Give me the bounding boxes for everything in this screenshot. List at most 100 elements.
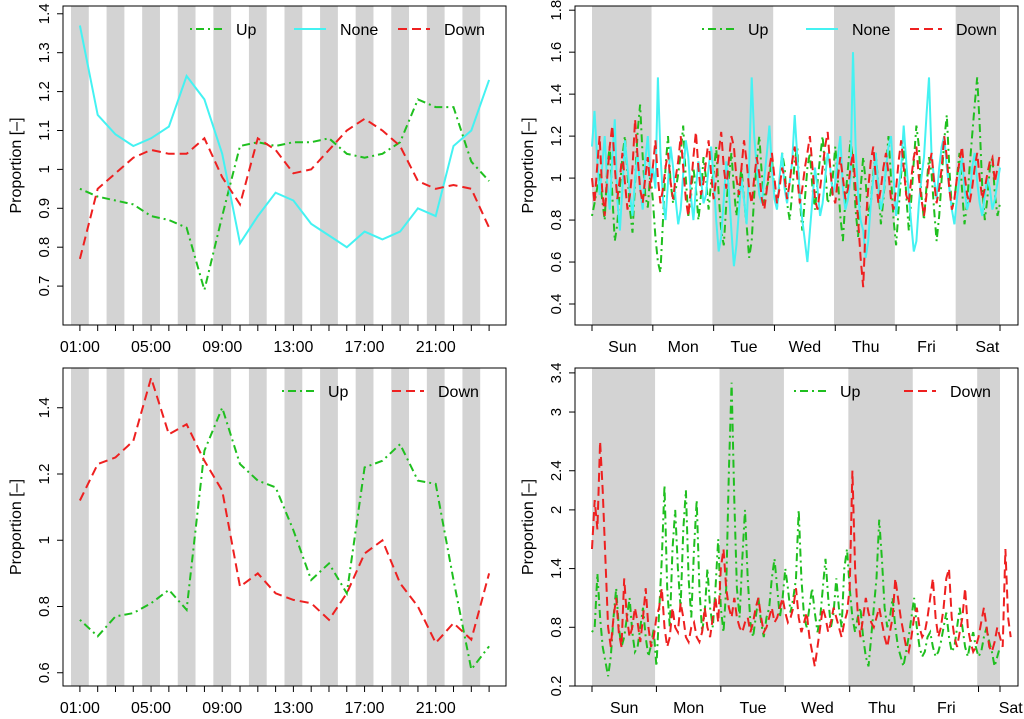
hour-shade bbox=[71, 368, 89, 686]
y-tick-label: 1.4 bbox=[36, 3, 53, 24]
x-tick-label: 17:00 bbox=[345, 339, 385, 356]
y-tick-label: 1.4 bbox=[36, 397, 53, 418]
y-tick-label: 0.8 bbox=[36, 237, 53, 258]
chart-weekly-3: 0.4 0.6 0.8 1 1.2 1.4 1.6 1.8 Proportion [–] Sun M… bbox=[520, 0, 1019, 356]
plot-frame bbox=[574, 5, 1019, 326]
y-tick-label: 0.2 bbox=[548, 676, 565, 697]
x-tick-label: Wed bbox=[789, 339, 822, 356]
y-tick-label: 1.2 bbox=[36, 464, 53, 485]
hour-shade bbox=[426, 368, 445, 686]
y-tick-label: 1.4 bbox=[548, 558, 565, 579]
y-tick-label: 1.2 bbox=[548, 126, 565, 147]
hour-shade bbox=[462, 368, 481, 686]
legend-label-up: Up bbox=[236, 22, 257, 39]
y-tick-label: 0.7 bbox=[36, 276, 53, 297]
x-tick-label: Sun bbox=[608, 339, 636, 356]
x-tick-label: 05:00 bbox=[131, 700, 171, 717]
day-shade bbox=[977, 368, 1000, 686]
x-tick-label: Sat bbox=[975, 339, 1000, 356]
x-tick-label: 01:00 bbox=[60, 339, 100, 356]
x-tick-label: Fri bbox=[917, 339, 936, 356]
y-tick-label: 1.6 bbox=[548, 42, 565, 63]
x-tick-label: Mon bbox=[668, 339, 699, 356]
y-tick-label: 2 bbox=[548, 506, 565, 514]
legend-label-down: Down bbox=[438, 384, 479, 401]
legend-label-none: None bbox=[852, 22, 890, 39]
y-tick-label: 1 bbox=[548, 174, 565, 182]
hour-shade bbox=[213, 368, 232, 686]
y-axis-label: Proportion [–] bbox=[520, 479, 537, 575]
hour-shade bbox=[355, 368, 374, 686]
y-tick-label: 3 bbox=[548, 408, 565, 416]
chart-hourly-3: 0.7 0.8 0.9 1 1.1 1.2 1.3 1.4 Proportion [–] 01:0… bbox=[8, 3, 507, 356]
y-axis-label: Proportion [–] bbox=[520, 117, 537, 213]
x-tick-label: Wed bbox=[801, 700, 834, 717]
legend-label-down: Down bbox=[950, 384, 991, 401]
hour-shade bbox=[142, 368, 160, 686]
chart-hourly-2: 0.6 0.8 1 1.2 1.4 Proportion [–] 01:00 05:00 09:… bbox=[8, 367, 507, 717]
y-axis-label: Proportion [–] bbox=[8, 117, 25, 213]
day-shade bbox=[592, 368, 656, 686]
x-tick-label: 13:00 bbox=[273, 700, 313, 717]
plot-frame bbox=[62, 367, 507, 687]
hour-shade bbox=[177, 6, 196, 325]
hour-shade bbox=[284, 368, 303, 686]
day-shade bbox=[712, 6, 774, 325]
hour-shade bbox=[284, 6, 303, 325]
y-tick-label: 1 bbox=[36, 165, 53, 173]
legend-label-up: Up bbox=[748, 22, 769, 39]
y-tick-label: 0.8 bbox=[548, 617, 565, 638]
y-tick-label: 2.4 bbox=[548, 460, 565, 481]
series-line-up bbox=[79, 404, 490, 672]
x-tick-label: 05:00 bbox=[131, 339, 171, 356]
x-tick-label: Sun bbox=[610, 700, 638, 717]
y-tick-label: 0.8 bbox=[36, 596, 53, 617]
y-tick-label: 1.1 bbox=[36, 120, 53, 141]
hour-shade bbox=[320, 368, 338, 686]
hour-shade bbox=[177, 368, 196, 686]
x-tick-label: Tue bbox=[731, 339, 758, 356]
series-line-down bbox=[591, 441, 1012, 667]
hour-shade bbox=[391, 6, 410, 325]
y-tick-label: 0.8 bbox=[548, 210, 565, 231]
hour-shade bbox=[142, 6, 160, 325]
x-tick-label: Tue bbox=[740, 700, 767, 717]
series-line-down bbox=[78, 117, 491, 260]
hour-shade bbox=[106, 368, 125, 686]
x-tick-label: Thu bbox=[852, 339, 880, 356]
hour-shade bbox=[248, 368, 267, 686]
hour-shade bbox=[106, 6, 125, 325]
legend-label-none: None bbox=[340, 22, 378, 39]
x-tick-label: 01:00 bbox=[60, 700, 100, 717]
x-tick-label: 09:00 bbox=[202, 700, 242, 717]
hour-shade bbox=[426, 6, 445, 325]
y-tick-label: 1.8 bbox=[548, 0, 565, 21]
plot-frame bbox=[62, 5, 507, 326]
x-tick-label: Sat bbox=[999, 700, 1024, 717]
y-tick-label: 1.2 bbox=[36, 81, 53, 102]
legend-label-up: Up bbox=[328, 384, 349, 401]
x-tick-label: Thu bbox=[868, 700, 896, 717]
hour-shade bbox=[391, 368, 410, 686]
hour-shade bbox=[213, 6, 232, 325]
series-line-none bbox=[78, 25, 491, 249]
y-axis-label: Proportion [–] bbox=[8, 479, 25, 575]
y-tick-label: 0.4 bbox=[548, 294, 565, 315]
x-tick-label: 21:00 bbox=[416, 700, 456, 717]
hour-shade bbox=[248, 6, 267, 325]
legend-label-up: Up bbox=[840, 384, 861, 401]
y-tick-label: 1.4 bbox=[548, 84, 565, 105]
chart-weekly-2: 0.2 0.8 1.4 2 2.4 3 3.4 Proportion [–] Sun Mon Tue… bbox=[520, 362, 1023, 717]
hour-shade bbox=[320, 6, 338, 325]
series-line-up bbox=[591, 382, 1001, 677]
series-line-up bbox=[591, 77, 1001, 273]
y-tick-label: 0.6 bbox=[548, 252, 565, 273]
x-tick-label: Mon bbox=[673, 700, 704, 717]
y-tick-label: 1 bbox=[36, 536, 53, 544]
y-tick-label: 1.3 bbox=[36, 42, 53, 63]
y-tick-label: 0.6 bbox=[36, 662, 53, 683]
x-tick-label: 13:00 bbox=[273, 339, 313, 356]
plot-frame bbox=[574, 367, 1019, 687]
legend-label-down: Down bbox=[956, 22, 997, 39]
